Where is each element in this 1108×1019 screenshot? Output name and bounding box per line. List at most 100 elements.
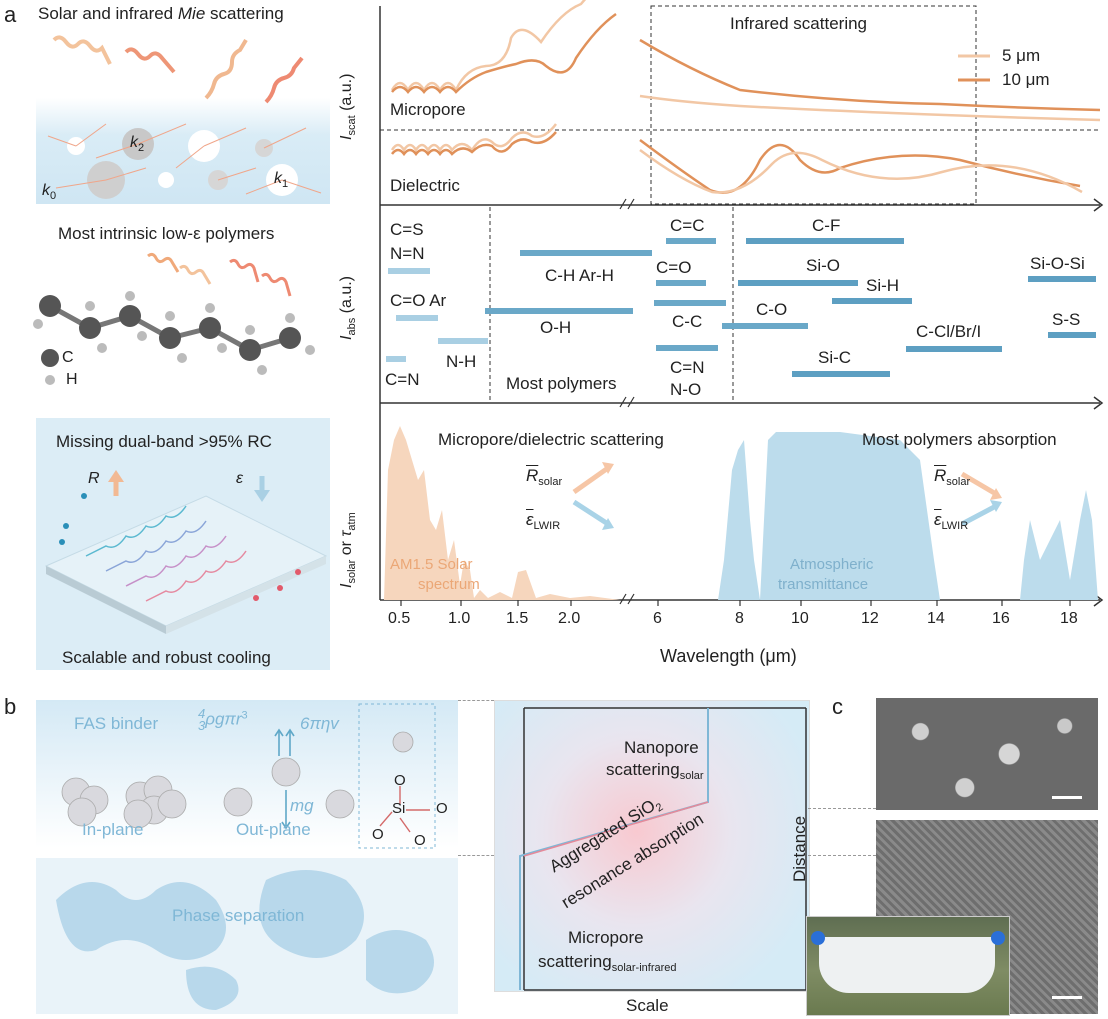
o-atom-top: O <box>394 772 406 789</box>
scatter-ylabel: Iscat (a.u.) <box>338 73 358 140</box>
legend-5um: 5 μm <box>1002 46 1041 65</box>
micropore-line1: Micropore <box>568 928 644 947</box>
xtick-10: 10 <box>791 610 809 627</box>
most-polymers-label: Most polymers <box>506 374 617 393</box>
absorption-band-title: Most polymers absorption <box>862 430 1057 449</box>
bond-c-n-left: C=N <box>385 370 420 389</box>
bond-c-cl-br-i: C-Cl/Br/I <box>916 322 982 341</box>
panel-a-letter: a <box>4 2 17 27</box>
left-glove <box>811 931 825 945</box>
xtick-14: 14 <box>927 610 945 627</box>
eps-lwir-right: εLWIR <box>934 510 969 532</box>
r-label: R <box>88 470 100 487</box>
xtick-0-5: 0.5 <box>388 610 411 627</box>
bond-si-o: Si-O <box>806 256 840 275</box>
epsilon-label: ε <box>236 470 244 487</box>
solar-ylabel: Isolar or τatm <box>338 512 358 588</box>
spectral-plots <box>379 0 1104 607</box>
film-illustration <box>44 470 328 634</box>
xtick-12: 12 <box>861 610 879 627</box>
bond-si-c: Si-C <box>818 348 852 367</box>
o-atom-right: O <box>436 800 448 817</box>
bond-c-c-double: C=C <box>670 216 705 235</box>
scale-bar-top <box>1052 796 1082 799</box>
bond-si-o-si: Si-O-Si <box>1030 254 1085 273</box>
panel-b-letter: b <box>4 694 17 719</box>
bond-si-h: Si-H <box>866 276 900 295</box>
eps-lwir-left: εLWIR <box>526 510 561 532</box>
bond-c-o-double: C=O <box>656 258 692 277</box>
r-solar-right: Rsolar <box>934 466 971 488</box>
in-plane-label: In-plane <box>82 820 144 839</box>
infrared-scattering-title: Infrared scattering <box>730 14 868 33</box>
wavelength-xlabel: Wavelength (μm) <box>660 646 797 666</box>
sem-image-top <box>876 698 1098 810</box>
scale-bar-bottom <box>1052 996 1082 999</box>
polymer-chain-illustration <box>33 252 315 385</box>
legend-10um: 10 μm <box>1002 70 1050 89</box>
k2-label: k2 <box>130 134 145 154</box>
panel-c-letter: c <box>832 694 843 719</box>
atm-label-line2: transmittance <box>778 576 869 593</box>
bond-n-h: N-H <box>446 352 477 371</box>
scalable-title: Scalable and robust cooling <box>62 648 271 667</box>
bond-c-c: C-C <box>672 312 703 331</box>
legend-carbon: C <box>62 349 74 366</box>
bond-c-f: C-F <box>812 216 841 235</box>
o-atom-bottom: O <box>414 832 426 849</box>
bond-n-o: N-O <box>670 380 702 399</box>
bond-o-h: O-H <box>540 318 572 337</box>
missing-dual-band-title: Missing dual-band >95% RC <box>56 432 272 451</box>
am15-spectrum <box>384 426 620 600</box>
right-glove <box>991 931 1005 945</box>
legend-hydrogen: H <box>66 371 78 388</box>
scale-distance-diagram <box>494 700 810 992</box>
atmospheric-transmittance <box>718 432 1098 600</box>
dashed-guide-top <box>458 700 494 701</box>
micropore-label: Micropore <box>390 100 466 119</box>
white-film <box>819 937 995 993</box>
mie-title: Solar and infrared Mie scattering <box>38 4 284 23</box>
xtick-18: 18 <box>1060 610 1078 627</box>
panel-b-illustration <box>56 703 436 1010</box>
bond-c-s: C=S <box>390 220 424 239</box>
gravity-label: mg <box>290 796 314 815</box>
xtick-1-5: 1.5 <box>506 610 529 627</box>
film-photo <box>806 916 1010 1016</box>
bond-n-n: N=N <box>390 244 425 263</box>
bond-c-n-triple: C=N <box>670 358 705 377</box>
si-atom: Si <box>392 800 406 817</box>
dashed-guide-right2 <box>808 855 876 856</box>
bond-c-h-ar-h: C-H Ar-H <box>545 266 614 285</box>
xtick-2-0: 2.0 <box>558 610 581 627</box>
distance-ylabel: Distance <box>790 815 809 882</box>
xtick-8: 8 <box>735 610 744 627</box>
am15-label-line2: spectrum <box>418 576 480 593</box>
abs-ylabel: Iabs (a.u.) <box>338 276 358 340</box>
am15-label-line1: AM1.5 Solar <box>390 556 473 573</box>
xtick-16: 16 <box>992 610 1010 627</box>
polymer-title: Most intrinsic low-ε polymers <box>58 224 275 243</box>
bond-s-s: S-S <box>1052 310 1081 329</box>
micropore-line2: scatteringsolar-infrared <box>538 952 677 974</box>
drag-formula: 6πηv <box>300 714 339 733</box>
mie-scattering-illustration <box>36 35 330 204</box>
nanopore-line1: Nanopore <box>624 738 699 757</box>
xtick-6: 6 <box>653 610 662 627</box>
o-atom-left: O <box>372 826 384 843</box>
xtick-1-0: 1.0 <box>448 610 471 627</box>
atm-label-line1: Atmospheric <box>790 556 874 573</box>
dashed-guide-right <box>808 808 876 809</box>
scale-xlabel: Scale <box>626 996 669 1015</box>
k1-label: k1 <box>274 170 289 190</box>
bond-c-o-ar: C=O Ar <box>390 291 447 310</box>
k0-label: k0 <box>42 182 57 202</box>
dielectric-label: Dielectric <box>390 176 460 195</box>
fas-binder-label: FAS binder <box>74 714 159 733</box>
nanopore-line2: scatteringsolar <box>606 760 704 782</box>
out-plane-label: Out-plane <box>236 820 311 839</box>
phase-separation-label: Phase separation <box>172 906 305 925</box>
r-solar-left: Rsolar <box>526 466 563 488</box>
buoyancy-formula: 4 3ρgπr3 <box>198 706 248 733</box>
dashed-guide-mid <box>458 855 494 856</box>
